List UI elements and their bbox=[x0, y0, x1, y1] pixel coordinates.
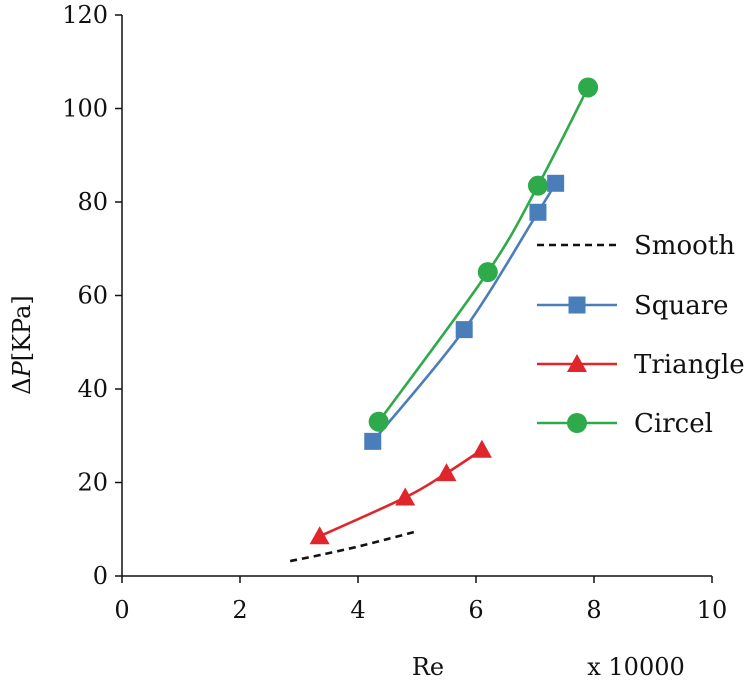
x-axis-multiplier: x 10000 bbox=[587, 653, 685, 681]
y-axis-ticks: 0 20 40 60 80 100 120 bbox=[62, 1, 122, 590]
legend-swatch-marker bbox=[567, 354, 587, 372]
data-point bbox=[529, 203, 547, 221]
x-axis-label: Re bbox=[412, 653, 444, 681]
data-point bbox=[527, 175, 548, 196]
series-line bbox=[371, 182, 557, 443]
y-tick-label: 80 bbox=[77, 188, 108, 216]
series-line bbox=[377, 86, 590, 423]
y-tick-label: 40 bbox=[77, 375, 108, 403]
series-layer bbox=[289, 77, 599, 563]
series-smooth bbox=[289, 530, 415, 563]
y-axis-label-var: P bbox=[8, 360, 36, 378]
y-tick-label: 60 bbox=[77, 282, 108, 310]
y-tick-label: 20 bbox=[77, 469, 108, 497]
data-point bbox=[395, 487, 416, 506]
data-point bbox=[477, 262, 498, 283]
legend-item-square: Square bbox=[537, 291, 729, 321]
y-tick-label: 120 bbox=[62, 1, 108, 29]
data-point bbox=[368, 411, 389, 432]
x-tick-label: 10 bbox=[697, 596, 728, 624]
x-tick-label: 0 bbox=[114, 596, 129, 624]
x-tick-label: 2 bbox=[232, 596, 247, 624]
legend-label: Square bbox=[634, 291, 729, 321]
legend-label: Triangle bbox=[634, 350, 745, 380]
x-axis-ticks: 0 2 4 6 8 10 bbox=[114, 576, 727, 624]
data-point bbox=[309, 526, 330, 545]
x-tick-label: 6 bbox=[468, 596, 483, 624]
series-line bbox=[289, 530, 415, 563]
series-triangle bbox=[309, 439, 492, 545]
legend: Smooth Square Triangle Circel bbox=[537, 231, 745, 439]
data-point bbox=[364, 432, 382, 450]
data-point bbox=[436, 463, 457, 482]
y-axis-label: ΔP[KPa] bbox=[8, 295, 36, 395]
legend-label: Smooth bbox=[634, 231, 735, 261]
legend-item-smooth: Smooth bbox=[537, 231, 735, 261]
x-tick-label: 4 bbox=[350, 596, 365, 624]
data-point bbox=[547, 174, 565, 192]
series-line bbox=[319, 448, 483, 538]
legend-swatch-marker bbox=[567, 413, 587, 433]
data-point bbox=[455, 321, 473, 339]
data-point bbox=[578, 77, 599, 98]
data-point bbox=[471, 439, 492, 458]
series-circel bbox=[368, 77, 599, 432]
legend-item-triangle: Triangle bbox=[537, 350, 745, 380]
y-axis-label-symbol: Δ bbox=[8, 377, 36, 394]
legend-swatch-marker bbox=[568, 296, 586, 314]
y-tick-label: 0 bbox=[93, 562, 108, 590]
y-axis-label-unit: [KPa] bbox=[8, 295, 36, 361]
y-tick-label: 100 bbox=[62, 95, 108, 123]
series-square bbox=[364, 174, 565, 450]
x-tick-label: 8 bbox=[586, 596, 601, 624]
legend-item-circel: Circel bbox=[537, 409, 713, 439]
legend-label: Circel bbox=[634, 409, 713, 439]
